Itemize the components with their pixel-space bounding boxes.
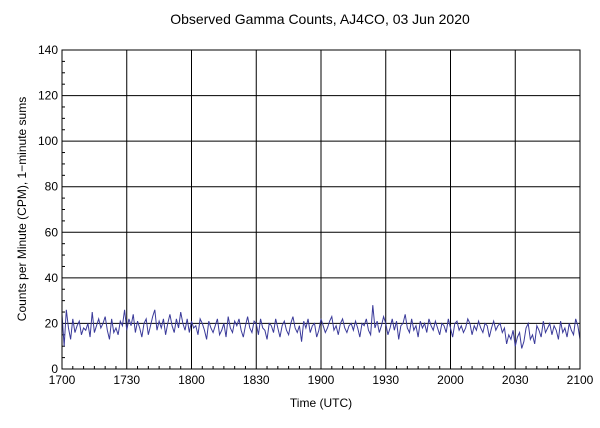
- y-axis-title: Counts per Minute (CPM), 1−minute sums: [15, 97, 29, 321]
- y-tick-label: 140: [38, 43, 58, 57]
- x-tick-label: 1730: [113, 373, 140, 387]
- y-tick-label: 20: [45, 316, 59, 330]
- x-tick-label: 1700: [49, 373, 76, 387]
- x-tick-label: 1930: [372, 373, 399, 387]
- y-tick-labels: 0 20 40 60 80 100 120 140: [38, 43, 58, 376]
- x-tick-label: 1830: [243, 373, 270, 387]
- x-tick-label: 2100: [567, 373, 594, 387]
- chart-title: Observed Gamma Counts, AJ4CO, 03 Jun 202…: [170, 11, 470, 27]
- x-axis-title: Time (UTC): [290, 396, 352, 410]
- x-tick-label: 2000: [437, 373, 464, 387]
- x-tick-label: 1800: [178, 373, 205, 387]
- series-line-gamma-counts: [61, 305, 581, 349]
- x-tick-labels: 1700 1730 1800 1830 1900 1930 2000 2030 2100: [49, 373, 594, 387]
- y-tick-label: 80: [45, 180, 59, 194]
- y-tick-label: 100: [38, 134, 58, 148]
- y-tick-label: 60: [45, 225, 59, 239]
- x-tick-label: 2030: [502, 373, 529, 387]
- plot-border: [61, 49, 581, 370]
- x-tick-label: 1900: [308, 373, 335, 387]
- y-tick-label: 40: [45, 271, 59, 285]
- y-tick-label: 0: [51, 362, 58, 376]
- y-tick-label: 120: [38, 89, 58, 103]
